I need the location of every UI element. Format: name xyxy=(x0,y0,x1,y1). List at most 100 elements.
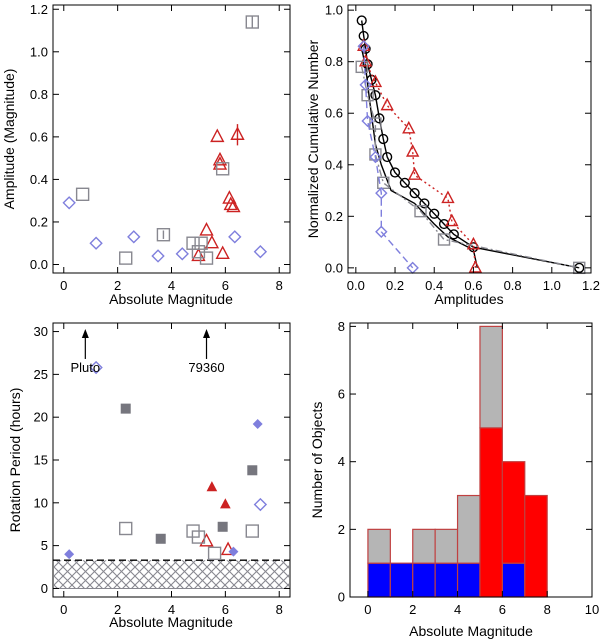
filled_squares-point xyxy=(120,403,131,414)
cumulative-plot-frame xyxy=(347,4,592,274)
histogram-bar-red xyxy=(524,494,548,598)
histogram-plot-frame xyxy=(349,322,593,598)
open_triangles-point xyxy=(199,532,214,547)
x-tick-label: 1.0 xyxy=(543,278,561,293)
blue_diamonds-point xyxy=(375,225,388,238)
gray_squares-point xyxy=(377,176,390,190)
x-tick-label: 4 xyxy=(168,278,175,293)
triangles-point xyxy=(199,222,214,236)
x-tick-label: 6 xyxy=(222,602,229,617)
filled_diamonds-point xyxy=(64,549,75,560)
open_squares-point xyxy=(119,521,133,536)
x-tick-label: 4 xyxy=(168,602,175,617)
triangles-point xyxy=(212,151,228,166)
red_triangles-point xyxy=(466,236,481,250)
rotation-x-axis-label: Absolute Magnitude xyxy=(109,614,233,630)
y-tick-label: 0 xyxy=(338,590,345,605)
all_circles-point xyxy=(409,188,420,199)
y-tick-label: 20 xyxy=(34,410,48,425)
x-tick-label: 6 xyxy=(222,278,229,293)
red_triangles-point xyxy=(441,190,455,204)
x-tick-label: 0 xyxy=(60,278,67,293)
annotation-label: Pluto xyxy=(70,360,100,375)
diamonds-point xyxy=(127,230,141,244)
red_triangles-line xyxy=(363,46,477,268)
x-tick-label: 0 xyxy=(364,602,371,617)
amplitude-x-axis-label: Absolute Magnitude xyxy=(109,291,233,307)
cumulative-x-axis-label: Amplitudes xyxy=(434,291,503,307)
x-tick-label: 0.4 xyxy=(425,278,443,293)
triangles-point xyxy=(210,128,225,143)
red_triangles-point xyxy=(407,167,422,180)
squares-point xyxy=(194,236,208,250)
blue_diamonds-line xyxy=(363,46,414,269)
diamonds-point xyxy=(253,245,268,259)
x-tick-label: 8 xyxy=(276,602,283,617)
diamonds-point xyxy=(228,230,242,244)
squares-point xyxy=(75,187,90,202)
rotation-period-panel: Pluto 79360 0 2 4 6 8 0 5 10 15 20 25 30 Absolute Ma… xyxy=(7,322,291,630)
red_triangles-point xyxy=(445,213,459,227)
gray_squares-point xyxy=(437,233,451,246)
diamonds-point xyxy=(151,249,165,263)
red_triangles-point xyxy=(468,260,483,273)
y-tick-label: 1.0 xyxy=(30,44,48,59)
gray_squares-point xyxy=(414,204,427,218)
histogram-bar-gray xyxy=(456,494,481,564)
rotation-ticks: 0 2 4 6 8 0 5 10 15 20 25 30 xyxy=(34,323,290,617)
histogram-x-axis-label: Absolute Magnitude xyxy=(409,623,533,639)
y-tick-label: 0.0 xyxy=(30,257,48,272)
cumulative-distribution-panel: 0.0 0.2 0.4 0.6 0.8 1.0 1.20.00.20.40.60.81.0 … xyxy=(305,3,600,307)
all_circles-point xyxy=(438,218,450,230)
histogram-bar-red xyxy=(501,461,526,564)
squares-point xyxy=(156,228,171,242)
all_circles-point xyxy=(356,15,367,26)
triangles-point xyxy=(226,198,241,213)
y-tick-label: 0.4 xyxy=(325,157,343,172)
open_squares-point xyxy=(245,524,259,538)
all_circles-point xyxy=(419,198,430,209)
y-tick-label: 1.0 xyxy=(325,3,343,18)
triangles-point xyxy=(230,126,245,140)
x-tick-label: 0.0 xyxy=(347,278,365,293)
open_squares-point xyxy=(191,530,206,544)
filled_triangles-point xyxy=(206,481,218,492)
y-tick-label: 6 xyxy=(338,387,345,402)
cumulative-marks xyxy=(355,15,586,275)
amplitude-plot-frame xyxy=(52,4,291,274)
all_circles-point xyxy=(382,151,393,163)
histogram-bar-blue xyxy=(456,562,481,598)
squares-point xyxy=(245,15,259,29)
all_circles-point xyxy=(399,177,410,188)
x-tick-label: 8 xyxy=(276,278,283,293)
y-tick-label: 0.2 xyxy=(325,209,343,224)
histogram-bar-blue xyxy=(389,562,414,598)
blue_diamonds-point xyxy=(406,261,419,275)
all_circles-line xyxy=(361,20,580,269)
histogram-y-axis-label: Number of Objects xyxy=(309,402,325,519)
squares-point xyxy=(119,251,133,265)
x-tick-label: 0.6 xyxy=(464,278,482,293)
y-tick-label: 0.6 xyxy=(30,129,48,144)
histogram-bar-blue xyxy=(367,562,391,598)
all_circles-point xyxy=(378,133,389,145)
filled_squares-point xyxy=(217,521,228,532)
blue_diamonds-point xyxy=(369,150,382,164)
diamonds-point xyxy=(175,247,189,261)
histogram-bar-blue xyxy=(501,562,526,598)
y-tick-label: 0.8 xyxy=(325,54,343,69)
y-tick-label: 0.8 xyxy=(30,87,48,102)
triangles-point xyxy=(191,247,206,262)
rotation-hatch-layer xyxy=(53,559,290,589)
x-tick-label: 2 xyxy=(409,602,416,617)
histogram-bar-red xyxy=(479,427,503,598)
y-tick-label: 0 xyxy=(41,581,48,596)
histogram-bar-gray xyxy=(367,528,391,564)
annotation-label: 79360 xyxy=(188,360,224,375)
open_diamonds-point xyxy=(253,497,268,512)
blue_diamonds-point xyxy=(357,40,370,53)
squares-point xyxy=(215,162,230,176)
red_triangles-point xyxy=(402,120,416,134)
y-tick-label: 10 xyxy=(34,495,48,510)
gray_squares-point xyxy=(361,88,374,102)
